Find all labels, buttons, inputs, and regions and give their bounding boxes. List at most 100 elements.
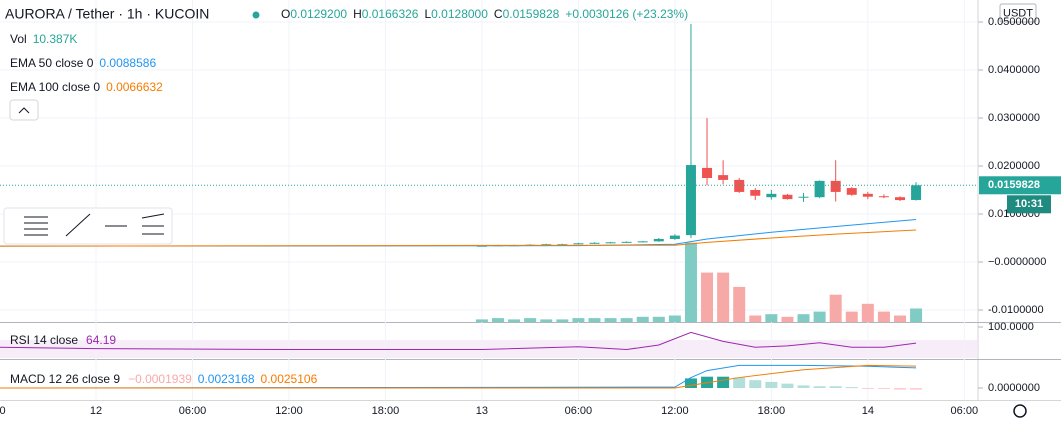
volume-bar — [652, 316, 665, 322]
candle-body — [895, 197, 905, 201]
indicator: EMA 50 close 0 0.0088586 — [10, 56, 156, 70]
candle-body — [685, 165, 696, 236]
rsi-tick-label: 100.0000 — [988, 321, 1034, 333]
candle-body — [830, 180, 841, 192]
macd-histogram-bar — [910, 388, 923, 390]
ohlc-label: H — [353, 7, 362, 21]
volume-bar — [701, 272, 714, 322]
time-tick-label: 06:00 — [565, 405, 593, 417]
candle-body — [637, 241, 648, 243]
macd-histogram-bar — [813, 386, 826, 388]
time-tick-label: 06:00 — [179, 405, 207, 417]
volume-bar — [508, 319, 521, 322]
price-tick-label: -0.0100000 — [988, 304, 1044, 316]
time-tick-label: 06:00 — [951, 405, 979, 417]
candle-body — [911, 185, 922, 200]
time-tick-label: 14 — [862, 405, 874, 417]
last-price: 0.0159828 — [988, 179, 1040, 191]
volume-bar — [668, 315, 681, 322]
ohlc-label: L — [424, 7, 431, 21]
macd-histogram-bar — [894, 388, 906, 390]
volume-bar — [813, 311, 826, 322]
candle-body — [605, 242, 616, 244]
ohlc-label: O — [281, 7, 290, 21]
macd-histogram-bar — [765, 381, 778, 388]
status-dot — [252, 11, 260, 19]
volume-bar — [604, 318, 617, 322]
price-tick-label: 0.0200000 — [988, 160, 1040, 172]
drawing-toolbar[interactable] — [3, 207, 173, 245]
ohlc-value: 0.0128000 — [431, 7, 488, 21]
macd-histogram-bar — [861, 388, 874, 389]
time-tick-label: 12:00 — [275, 405, 303, 417]
candle-body — [573, 243, 584, 245]
indicator-value: 0.0066632 — [106, 80, 163, 94]
tool-icon[interactable] — [65, 213, 91, 237]
candle-body — [734, 179, 745, 192]
candle-body — [669, 235, 680, 239]
candle-body — [718, 175, 729, 180]
ohlc-value: 0.0166326 — [362, 7, 419, 21]
ohlc-label: C — [494, 7, 503, 21]
candle-body — [653, 238, 664, 242]
macd-value: −0.0001939 — [128, 372, 192, 386]
volume-bar — [556, 319, 569, 322]
time-tick-label: 12 — [90, 405, 102, 417]
volume-bar — [540, 319, 553, 322]
candle-body — [766, 193, 777, 198]
volume-bar — [829, 294, 842, 322]
volume-bar — [492, 318, 504, 322]
candle-body — [782, 194, 793, 200]
countdown-box — [1007, 195, 1051, 214]
last-price-box — [979, 176, 1061, 195]
countdown: 10:31 — [1015, 198, 1043, 210]
volume-bar — [733, 286, 746, 322]
volume-bar — [797, 314, 810, 322]
indicator-name: EMA 100 close 0 — [10, 80, 100, 94]
rsi-line — [0, 331, 917, 351]
ohlc-value: 0.0159828 — [503, 7, 560, 21]
macd-histogram-bar — [781, 383, 794, 388]
time-tick-label: 00 — [0, 405, 6, 417]
macd-value: 0.0023168 — [198, 372, 255, 386]
unit-badge[interactable] — [999, 3, 1037, 23]
signal-line — [0, 364, 917, 389]
price-tick-label: 0.0400000 — [988, 64, 1040, 76]
candle-body — [702, 167, 713, 178]
volume-bar — [861, 303, 874, 322]
time-tick-label: 12:00 — [661, 405, 689, 417]
indicator-value: 0.0088586 — [99, 56, 156, 70]
unit: USDT — [1003, 7, 1033, 19]
volume-bar — [781, 316, 794, 322]
price-tick-label: 0.0300000 — [988, 112, 1040, 124]
macd-value: 0.0025106 — [261, 372, 318, 386]
indicator-value: 10.387K — [33, 32, 78, 46]
macd-histogram-bar — [877, 388, 890, 389]
ohlc-value: 0.0129200 — [290, 7, 347, 21]
settings-icon[interactable] — [1013, 404, 1027, 418]
macd-histogram-bar — [749, 380, 762, 388]
symbol: AURORA / Tether · 1h · KUCOIN — [5, 6, 209, 22]
time-tick-label: 18:00 — [758, 405, 786, 417]
price-tick-label: 0.0500000 — [988, 16, 1040, 28]
ema100-line — [0, 229, 917, 247]
volume-bar — [717, 272, 730, 322]
volume-bar — [572, 318, 585, 322]
volume-bar — [877, 311, 890, 322]
candle-body — [541, 244, 552, 246]
header: AURORA / Tether · 1h · KUCOIN O0.0129200… — [5, 6, 688, 22]
collapse-button[interactable] — [9, 99, 39, 121]
rsi-value: 64.19 — [86, 333, 116, 347]
tool-icon[interactable] — [141, 213, 165, 235]
candle-body — [798, 196, 809, 198]
volume-bar — [910, 308, 923, 322]
rsi-name: RSI 14 close — [10, 333, 78, 347]
collapse-icon — [18, 107, 30, 114]
macd-histogram-bar — [717, 376, 730, 388]
tool-icon[interactable] — [24, 216, 48, 236]
candle-body — [557, 244, 568, 246]
indicator-name: Vol — [10, 32, 27, 46]
ohlc: O0.0129200 H0.0166326 L0.0128000 C0.0159828… — [281, 7, 688, 21]
